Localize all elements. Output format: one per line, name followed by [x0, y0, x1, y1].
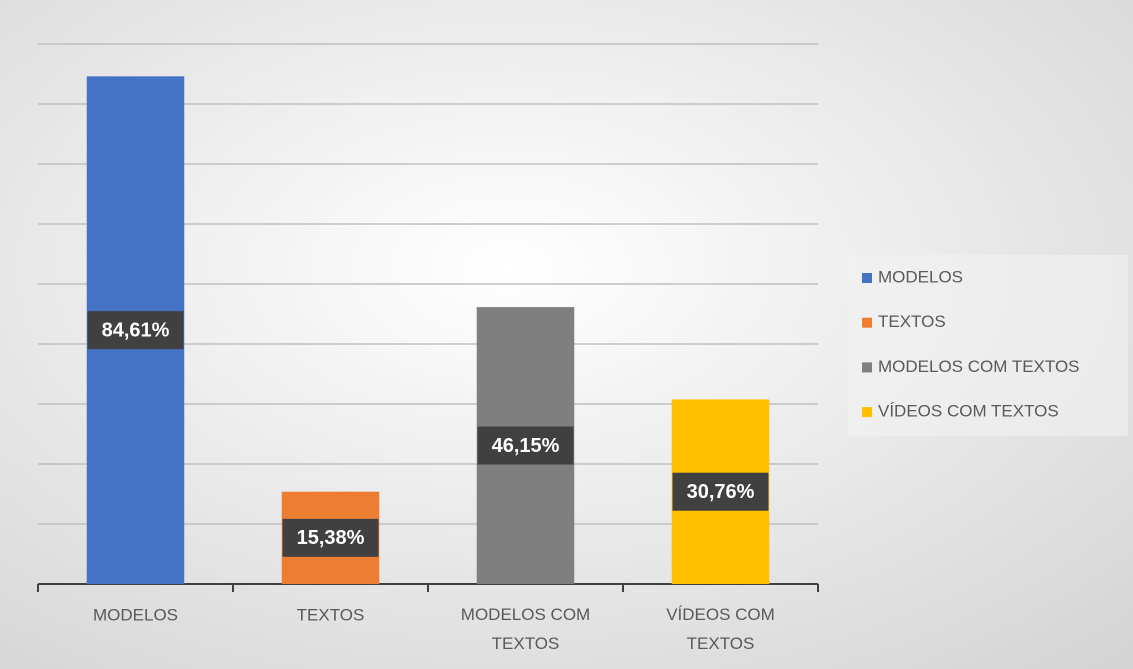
x-tick-label: VÍDEOS COM TEXTOS: [666, 605, 775, 653]
legend-swatch: [862, 273, 872, 283]
data-label-box: [282, 518, 379, 557]
legend-box: [848, 255, 1128, 436]
legend-swatch: [862, 362, 872, 373]
data-label: 84,61%: [102, 319, 170, 341]
legend-label: MODELOS: [878, 267, 963, 286]
x-tick-label: MODELOS COM TEXTOS: [461, 605, 590, 653]
x-tick-label: MODELOS: [93, 605, 178, 624]
data-label: 46,15%: [492, 435, 560, 457]
legend-label: VÍDEOS COM TEXTOS: [878, 402, 1059, 421]
data-label-box: [87, 311, 184, 350]
data-label-box: [672, 472, 769, 511]
legend-label: TEXTOS: [878, 312, 946, 331]
data-label: 15,38%: [297, 527, 365, 549]
legend-label: MODELOS COM TEXTOS: [878, 357, 1080, 376]
legend-swatch: [862, 317, 872, 328]
x-tick-label: TEXTOS: [297, 605, 365, 624]
data-label-box: [477, 426, 574, 465]
legend-swatch: [862, 407, 872, 418]
data-label: 30,76%: [687, 481, 755, 503]
